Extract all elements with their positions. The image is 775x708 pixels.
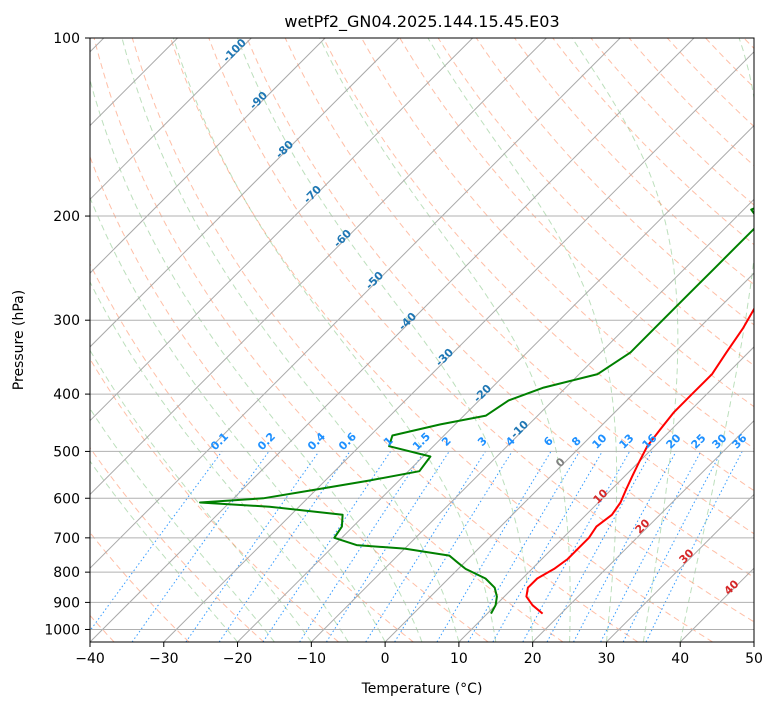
isotherm-line bbox=[90, 38, 695, 642]
x-tick-label: 30 bbox=[598, 651, 616, 667]
isotherm-line bbox=[532, 419, 754, 642]
dry-adiabat-line bbox=[769, 25, 775, 642]
profile-lines bbox=[199, 207, 754, 615]
mixing-ratio-line bbox=[299, 451, 425, 642]
mixing-ratio-line bbox=[262, 451, 392, 642]
moist-adiabat-line bbox=[90, 407, 275, 642]
dry-adiabat-line bbox=[90, 262, 414, 642]
dry-adiabat-line bbox=[131, 38, 639, 642]
isotherm-line bbox=[310, 198, 754, 642]
dry-adiabat-line bbox=[361, 38, 754, 449]
dry-adiabat-line bbox=[208, 38, 754, 623]
mixing-ratio-line bbox=[218, 451, 351, 642]
dry-adiabat-line bbox=[90, 446, 265, 642]
isotherm-line bbox=[90, 38, 474, 422]
plot-frame bbox=[89, 37, 755, 643]
plot-area bbox=[90, 25, 775, 642]
isotherm-line bbox=[90, 38, 252, 201]
mixing-ratio-line bbox=[622, 451, 722, 642]
dry-adiabat-line bbox=[90, 358, 339, 642]
isotherm-line bbox=[606, 493, 754, 642]
x-tick-label: 40 bbox=[671, 651, 689, 667]
isotherm-line bbox=[384, 272, 754, 642]
y-tick-label: 100 bbox=[53, 31, 80, 47]
mixing-ratio-line bbox=[645, 451, 743, 642]
moist-adiabat-line bbox=[427, 38, 618, 642]
x-tick-label: 50 bbox=[745, 651, 763, 667]
x-tick-label: −40 bbox=[75, 651, 105, 667]
x-tick-label: −20 bbox=[223, 651, 253, 667]
x-axis-ticks: −40 −30 −20 −10 0 10 20 30 40 50 bbox=[75, 642, 763, 667]
isotherm-line bbox=[90, 38, 621, 569]
y-tick-label: 500 bbox=[53, 444, 80, 460]
moist-adiabat-line bbox=[90, 280, 349, 642]
isotherm-line bbox=[458, 346, 754, 642]
pressure-gridlines bbox=[90, 38, 754, 630]
dry-adiabat-line bbox=[284, 38, 754, 535]
isotherm-line bbox=[753, 641, 754, 642]
y-tick-label: 1000 bbox=[44, 622, 80, 638]
dry-adiabat-line bbox=[322, 38, 754, 492]
y-tick-label: 200 bbox=[53, 209, 80, 225]
y-tick-label: 600 bbox=[53, 491, 80, 507]
x-tick-label: 10 bbox=[450, 651, 468, 667]
x-tick-label: 0 bbox=[381, 651, 390, 667]
dry-adiabat-line bbox=[93, 38, 564, 642]
x-tick-label: 20 bbox=[524, 651, 542, 667]
y-axis-ticks: 100 200 300 400 500 600 700 800 900 1000 bbox=[44, 31, 90, 638]
dry-adiabats bbox=[90, 25, 775, 642]
mixing-ratio-line bbox=[325, 451, 450, 642]
isotherm-line bbox=[90, 38, 400, 348]
isotherm-line bbox=[163, 51, 754, 642]
x-axis-label: Temperature (°C) bbox=[361, 681, 483, 697]
y-tick-label: 900 bbox=[53, 595, 80, 611]
chart-title: wetPf2_GN04.2025.144.15.45.E03 bbox=[284, 12, 559, 32]
isotherm-line bbox=[90, 38, 547, 496]
moist-adiabat-line bbox=[679, 38, 754, 642]
dry-adiabat-line bbox=[246, 38, 754, 578]
moist-adiabat-line bbox=[121, 38, 460, 642]
moist-adiabat-line bbox=[90, 196, 386, 642]
moist-adiabat-line bbox=[90, 460, 238, 642]
moist-adiabat-line bbox=[319, 38, 571, 642]
mixing-ratio-line bbox=[394, 451, 513, 642]
temperature-profile-line bbox=[525, 307, 754, 615]
y-tick-label: 400 bbox=[53, 387, 80, 403]
mixing-ratio-line bbox=[185, 451, 320, 642]
isotherm-line bbox=[237, 124, 754, 642]
isotherms bbox=[90, 38, 754, 642]
x-tick-label: −10 bbox=[297, 651, 327, 667]
moist-adiabat-line bbox=[172, 38, 497, 642]
dry-adiabat-line bbox=[90, 155, 489, 642]
y-tick-label: 800 bbox=[53, 565, 80, 581]
x-tick-label: −30 bbox=[149, 651, 179, 667]
mixing-ratio-line bbox=[90, 451, 223, 632]
mixing-ratio-line bbox=[522, 451, 631, 642]
y-axis-label: Pressure (hPa) bbox=[11, 290, 27, 390]
y-tick-label: 300 bbox=[53, 313, 80, 329]
moist-adiabat-line bbox=[571, 38, 679, 642]
isotherm-line bbox=[90, 38, 326, 274]
y-tick-label: 700 bbox=[53, 531, 80, 547]
mixing-ratio-line bbox=[573, 451, 677, 642]
dry-adiabat-line bbox=[399, 38, 754, 408]
dewpoint-profile-line bbox=[199, 207, 754, 615]
mixing-ratio-line bbox=[546, 451, 653, 642]
